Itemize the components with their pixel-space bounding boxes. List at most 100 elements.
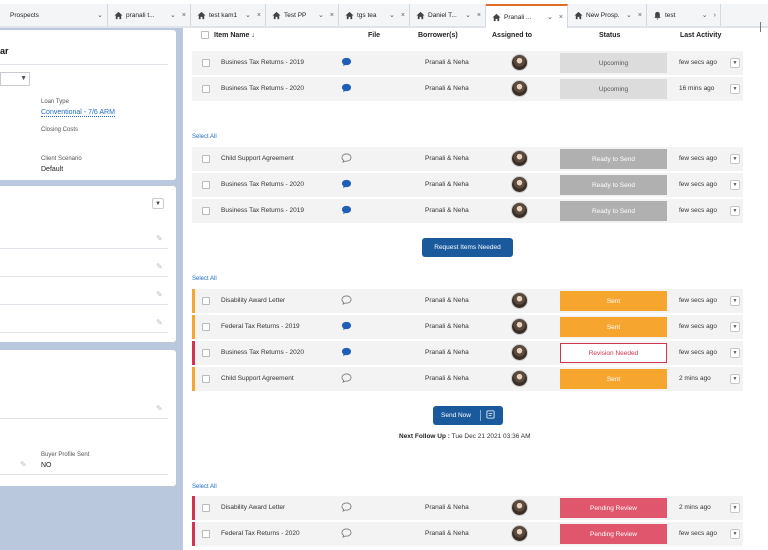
select-all-checkbox[interactable] bbox=[201, 31, 209, 39]
row-checkbox[interactable] bbox=[202, 181, 210, 189]
avatar[interactable] bbox=[511, 202, 528, 219]
chevron-right-icon[interactable]: › bbox=[713, 11, 716, 19]
row-menu-button[interactable]: ▼ bbox=[730, 180, 740, 190]
item-name[interactable]: Federal Tax Returns - 2020 bbox=[221, 530, 300, 537]
avatar[interactable] bbox=[511, 318, 528, 335]
row-menu-button[interactable]: ▼ bbox=[730, 322, 740, 332]
tab-item[interactable]: test kam1 ⌄ × bbox=[191, 4, 266, 26]
row-menu-button[interactable]: ▼ bbox=[730, 154, 740, 164]
close-icon[interactable]: × bbox=[400, 11, 405, 19]
tab-item[interactable]: tgs tea ⌄ × bbox=[339, 4, 410, 26]
item-name[interactable]: Disability Award Letter bbox=[221, 504, 286, 511]
edit-icon[interactable]: ✎ bbox=[156, 262, 163, 271]
edit-icon[interactable]: ✎ bbox=[156, 234, 163, 243]
avatar[interactable] bbox=[511, 80, 528, 97]
card-menu-button[interactable]: ▼ bbox=[152, 198, 164, 209]
comment-icon[interactable] bbox=[341, 347, 352, 357]
tab-item[interactable]: New Prosp... ⌄ × bbox=[568, 4, 647, 26]
view-select[interactable]: ▼ bbox=[0, 72, 30, 86]
item-name[interactable]: Child Support Agreement bbox=[221, 375, 294, 382]
chevron-down-icon[interactable]: ⌄ bbox=[389, 12, 395, 19]
edit-icon[interactable]: ✎ bbox=[20, 460, 27, 469]
avatar[interactable] bbox=[511, 370, 528, 387]
comment-icon[interactable] bbox=[341, 83, 352, 93]
chevron-down-icon[interactable]: ⌄ bbox=[245, 12, 251, 19]
tab-item[interactable]: test ⌄ › bbox=[647, 4, 721, 26]
row-checkbox[interactable] bbox=[202, 297, 210, 305]
close-icon[interactable]: × bbox=[558, 13, 563, 21]
row-checkbox[interactable] bbox=[202, 207, 210, 215]
item-name[interactable]: Business Tax Returns - 2020 bbox=[221, 85, 304, 92]
row-checkbox[interactable] bbox=[202, 349, 210, 357]
comment-icon[interactable] bbox=[341, 205, 352, 215]
close-icon[interactable]: × bbox=[181, 11, 186, 19]
chevron-down-icon[interactable]: ⌄ bbox=[465, 12, 471, 19]
avatar[interactable] bbox=[511, 499, 528, 516]
chevron-down-icon[interactable]: ⌄ bbox=[97, 12, 103, 19]
row-checkbox[interactable] bbox=[202, 504, 210, 512]
close-icon[interactable]: × bbox=[256, 11, 261, 19]
row-checkbox[interactable] bbox=[202, 155, 210, 163]
item-name[interactable]: Business Tax Returns - 2019 bbox=[221, 59, 304, 66]
row-checkbox[interactable] bbox=[202, 85, 210, 93]
item-name[interactable]: Business Tax Returns - 2020 bbox=[221, 181, 304, 188]
table-header: Item Name ↓ File Borrower(s) Assigned to… bbox=[196, 30, 744, 44]
chevron-down-icon[interactable]: ⌄ bbox=[318, 12, 324, 19]
comment-icon[interactable] bbox=[341, 373, 352, 383]
comment-icon[interactable] bbox=[341, 528, 352, 538]
tab-item[interactable]: Pranali ... ⌄ × bbox=[486, 4, 568, 28]
chevron-down-icon[interactable]: ⌄ bbox=[626, 12, 632, 19]
avatar[interactable] bbox=[511, 344, 528, 361]
row-menu-button[interactable]: ▼ bbox=[730, 503, 740, 513]
request-items-button[interactable]: Request Items Needed bbox=[422, 238, 513, 257]
comment-icon[interactable] bbox=[341, 179, 352, 189]
send-now-button[interactable]: Send Now bbox=[433, 406, 503, 425]
close-icon[interactable]: × bbox=[329, 11, 334, 19]
comment-icon[interactable] bbox=[341, 295, 352, 305]
row-menu-button[interactable]: ▼ bbox=[730, 206, 740, 216]
loan-type-link[interactable]: Conventional - 7/6 ARM bbox=[41, 109, 115, 117]
row-checkbox[interactable] bbox=[202, 530, 210, 538]
avatar[interactable] bbox=[511, 292, 528, 309]
close-icon[interactable]: × bbox=[476, 11, 481, 19]
tab-item[interactable]: Daniel T... ⌄ × bbox=[410, 4, 486, 26]
chevron-down-icon[interactable]: ⌄ bbox=[170, 12, 176, 19]
item-name[interactable]: Child Support Agreement bbox=[221, 155, 294, 162]
row-checkbox[interactable] bbox=[202, 375, 210, 383]
comment-icon[interactable] bbox=[341, 321, 352, 331]
row-menu-button[interactable]: ▼ bbox=[730, 374, 740, 384]
edit-icon[interactable]: ✎ bbox=[156, 404, 163, 413]
item-name[interactable]: Business Tax Returns - 2020 bbox=[221, 349, 304, 356]
row-menu-button[interactable]: ▼ bbox=[730, 348, 740, 358]
avatar[interactable] bbox=[511, 54, 528, 71]
row-menu-button[interactable]: ▼ bbox=[730, 84, 740, 94]
avatar[interactable] bbox=[511, 525, 528, 542]
status-badge: Ready to Send bbox=[560, 149, 667, 169]
chevron-down-icon[interactable]: ⌄ bbox=[547, 14, 553, 21]
row-checkbox[interactable] bbox=[202, 323, 210, 331]
avatar[interactable] bbox=[511, 176, 528, 193]
close-icon[interactable]: × bbox=[637, 11, 642, 19]
edit-icon[interactable]: ✎ bbox=[156, 290, 163, 299]
buyer-profile-value: NO bbox=[41, 462, 52, 469]
tab-item[interactable]: pranali t... ⌄ × bbox=[108, 4, 191, 26]
comment-icon[interactable] bbox=[341, 57, 352, 67]
item-name-header[interactable]: Item Name ↓ bbox=[214, 32, 255, 39]
row-menu-button[interactable]: ▼ bbox=[730, 296, 740, 306]
row-checkbox[interactable] bbox=[202, 59, 210, 67]
select-all-link[interactable]: Select All bbox=[192, 484, 217, 490]
select-all-link[interactable]: Select All bbox=[192, 134, 217, 140]
item-name[interactable]: Business Tax Returns - 2019 bbox=[221, 207, 304, 214]
tab-item[interactable]: Test PP ⌄ × bbox=[266, 4, 339, 26]
select-all-link[interactable]: Select All bbox=[192, 276, 217, 282]
avatar[interactable] bbox=[511, 150, 528, 167]
comment-icon[interactable] bbox=[341, 153, 352, 163]
item-name[interactable]: Federal Tax Returns - 2019 bbox=[221, 323, 300, 330]
row-menu-button[interactable]: ▼ bbox=[730, 58, 740, 68]
tab-item[interactable]: Prospects ⌄ bbox=[0, 4, 108, 26]
chevron-down-icon[interactable]: ⌄ bbox=[701, 12, 708, 19]
comment-icon[interactable] bbox=[341, 502, 352, 512]
row-menu-button[interactable]: ▼ bbox=[730, 529, 740, 539]
edit-icon[interactable]: ✎ bbox=[156, 318, 163, 327]
item-name[interactable]: Disability Award Letter bbox=[221, 297, 286, 304]
